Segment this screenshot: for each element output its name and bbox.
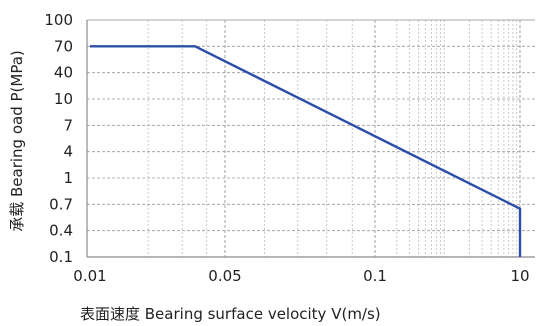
- y-tick-label: 10: [54, 90, 73, 108]
- load-limit-line: [90, 45, 522, 257]
- x-axis-title: 表面速度 Bearing surface velocity V(m/s): [80, 305, 381, 323]
- y-axis-title: 承载 Bearing oad P(MPa): [8, 50, 26, 232]
- x-tick-label: 0.01: [73, 267, 106, 285]
- y-tick-label: 0.7: [49, 195, 73, 213]
- x-tick-label: 0.05: [208, 267, 241, 285]
- y-tick-label: 4: [63, 143, 73, 161]
- y-tick-labels: 100 70 40 10 7 4 1 0.7 0.4 0.1: [44, 11, 73, 266]
- x-tick-label: 10: [510, 267, 529, 285]
- y-tick-label: 0.1: [49, 248, 73, 266]
- grid: [87, 20, 535, 257]
- x-tick-label: 0.1: [363, 267, 387, 285]
- y-tick-label: 7: [63, 116, 73, 134]
- y-tick-label: 1: [63, 169, 73, 187]
- axes: [86, 19, 535, 258]
- series: [90, 45, 522, 257]
- y-tick-label: 40: [54, 64, 73, 82]
- y-tick-label: 0.4: [49, 222, 73, 240]
- y-tick-label: 100: [44, 11, 73, 29]
- x-tick-labels: 0.01 0.05 0.1 10: [73, 267, 529, 285]
- y-tick-label: 70: [54, 37, 73, 55]
